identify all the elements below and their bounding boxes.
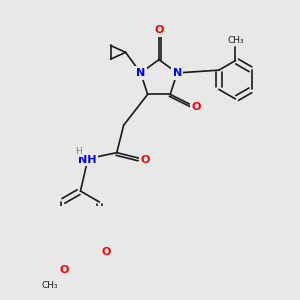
Text: N: N	[136, 68, 145, 78]
Text: O: O	[154, 25, 164, 35]
Text: O: O	[192, 102, 201, 112]
Text: CH₃: CH₃	[41, 281, 58, 290]
Text: NH: NH	[78, 154, 97, 164]
Text: N: N	[172, 68, 182, 78]
Text: CH₃: CH₃	[227, 35, 244, 44]
Text: O: O	[60, 265, 69, 275]
Text: O: O	[140, 155, 150, 165]
Text: O: O	[102, 247, 111, 257]
Text: H: H	[75, 147, 82, 156]
